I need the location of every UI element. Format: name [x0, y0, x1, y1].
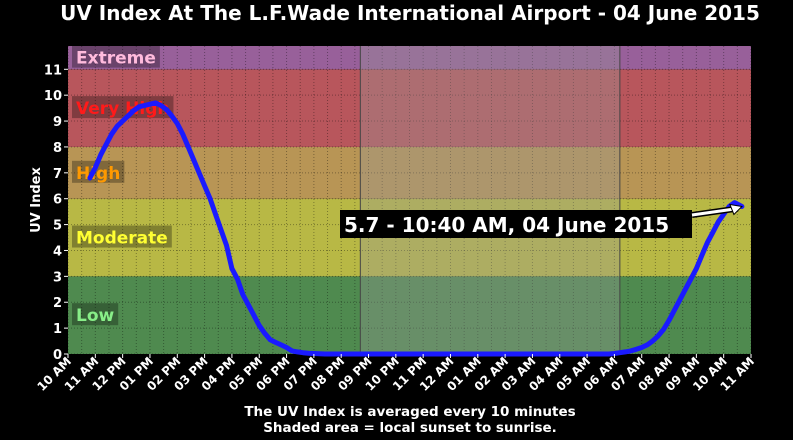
y-axis-label: UV Index — [29, 167, 44, 233]
y-tick-label: 3 — [53, 270, 62, 285]
band-extreme — [68, 46, 751, 70]
band-label-bg — [72, 303, 119, 326]
band-label-bg — [72, 225, 172, 248]
night-shading — [359, 46, 621, 354]
annotation-text: 5.7 - 10:40 AM, 04 June 2015 — [344, 213, 669, 237]
band-low — [68, 276, 751, 354]
band-label-low: Low — [76, 306, 115, 326]
band-label-bg — [72, 160, 125, 183]
y-tick-label: 4 — [53, 244, 62, 259]
y-tick-label: 1 — [53, 322, 62, 337]
y-tick-label: 7 — [53, 167, 62, 182]
night-shade-rect — [360, 46, 620, 354]
annotation-arrowhead — [729, 203, 743, 216]
band-label-high: High — [76, 164, 120, 184]
chart-title: UV Index At The L.F.Wade International A… — [60, 1, 760, 25]
y-tick-label: 10 — [44, 89, 62, 104]
latest-value-annotation: 5.7 - 10:40 AM, 04 June 2015 — [340, 203, 743, 238]
y-tick-label: 5 — [53, 219, 62, 234]
y-tick-label: 2 — [53, 296, 62, 311]
annotation-box — [340, 210, 692, 238]
footnote-averaging: The UV Index is averaged every 10 minute… — [244, 404, 575, 420]
band-label-bg — [72, 96, 174, 119]
band-high — [68, 146, 751, 199]
footnote-shading: Shaded area = local sunset to sunrise. — [263, 420, 557, 436]
band-label-moderate: Moderate — [76, 229, 168, 249]
y-tick-label: 8 — [53, 141, 62, 156]
y-tick-label: 6 — [53, 193, 62, 208]
y-tick-label: 9 — [53, 115, 62, 130]
y-tick-label: 11 — [44, 63, 62, 78]
y-tick-label: 0 — [53, 348, 62, 363]
annotation-arrow — [691, 206, 739, 217]
band-label-extreme: Extreme — [76, 49, 156, 69]
grid-lines — [67, 46, 752, 355]
band-label-bg — [72, 45, 160, 68]
y-axis-ticks: 0 1 2 3 4 5 6 7 8 9 10 11 — [44, 63, 68, 363]
